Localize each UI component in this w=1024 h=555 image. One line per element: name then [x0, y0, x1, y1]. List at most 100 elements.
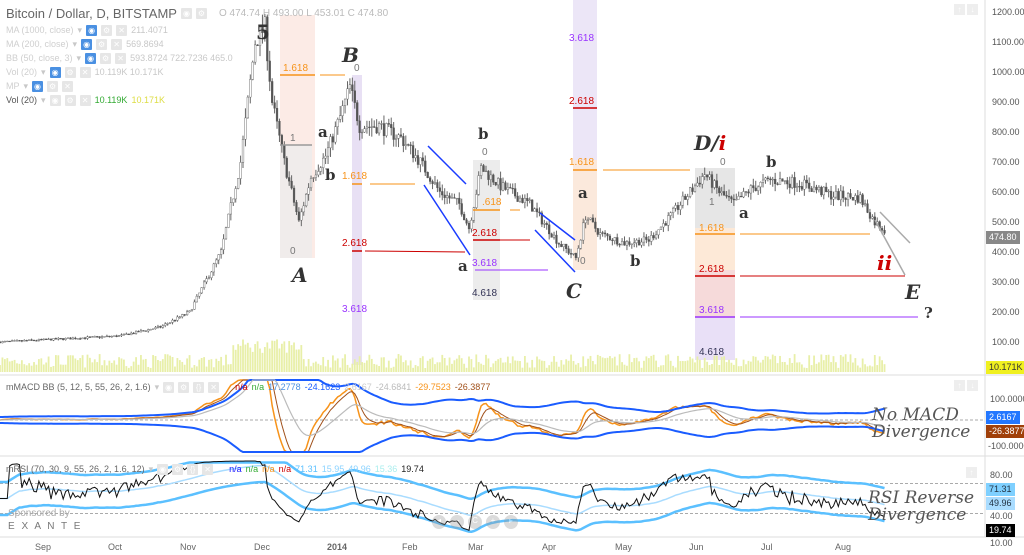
code-icon[interactable]: {}: [193, 381, 205, 393]
candle: [368, 126, 371, 129]
candle: [326, 147, 330, 157]
arrow-up-icon[interactable]: ↑: [966, 467, 977, 478]
volume-bar: [268, 348, 271, 372]
close-icon[interactable]: ✕: [116, 24, 128, 36]
volume-bar: [261, 352, 264, 372]
close-icon[interactable]: ✕: [62, 80, 74, 92]
volume-bar: [606, 357, 609, 372]
candle: [71, 337, 74, 340]
candle: [696, 182, 699, 187]
candle: [484, 170, 488, 173]
close-icon[interactable]: ✕: [202, 463, 214, 475]
candle: [774, 178, 777, 185]
candle: [59, 338, 62, 340]
volume-bar: [84, 367, 86, 372]
arrow-down-icon[interactable]: ↓: [967, 4, 978, 15]
eye-icon[interactable]: ◉: [157, 463, 169, 475]
candle: [482, 165, 485, 172]
indicator-vol[interactable]: Vol (20) ▾ ◉ ⚙ ✕ 10.119K 10.171K: [6, 66, 164, 78]
volume-bar: [587, 358, 589, 372]
zoom-in-icon[interactable]: +: [486, 515, 500, 529]
candle: [210, 271, 213, 278]
gear-icon[interactable]: ⚙: [178, 381, 190, 393]
wave-label-a: a: [739, 204, 749, 222]
gear-icon[interactable]: ⚙: [195, 7, 207, 19]
volume-bar: [499, 357, 502, 372]
reset-icon[interactable]: C: [468, 515, 482, 529]
volume-bar: [652, 354, 655, 372]
volume-bar: [363, 362, 366, 372]
gear-icon[interactable]: ⚙: [100, 52, 112, 64]
symbol-legend[interactable]: Bitcoin / Dollar, D, BITSTAMP ◉ ⚙ O 474.74…: [6, 6, 388, 21]
candle: [856, 195, 859, 203]
gear-icon[interactable]: ⚙: [47, 80, 59, 92]
zoom-out-icon[interactable]: −: [450, 515, 464, 529]
candle: [436, 182, 439, 188]
code-icon[interactable]: {}: [187, 463, 199, 475]
candle: [329, 136, 332, 149]
candle: [319, 167, 322, 172]
volume-bar: [120, 358, 123, 372]
eye-icon[interactable]: ◉: [81, 38, 93, 50]
gear-icon[interactable]: ⚙: [64, 94, 76, 106]
candle: [808, 182, 811, 189]
volume-bar: [749, 361, 752, 372]
volume-bar: [737, 366, 740, 372]
volume-bar: [239, 345, 242, 372]
candle: [579, 239, 582, 249]
volume-bar: [854, 358, 857, 372]
gear-icon[interactable]: ⚙: [96, 38, 108, 50]
scroll-left-icon[interactable]: ◂: [432, 515, 446, 529]
macd-legend[interactable]: mMACD BB (5, 12, 5, 55, 26, 2, 1.6) ▾ ◉ ⚙{}…: [6, 381, 491, 393]
candle: [594, 221, 597, 229]
volume-bar: [711, 364, 713, 372]
gear-icon[interactable]: ⚙: [172, 463, 184, 475]
candle: [258, 26, 262, 46]
gear-icon[interactable]: ⚙: [101, 24, 113, 36]
candle: [292, 187, 296, 203]
close-icon[interactable]: ✕: [208, 381, 220, 393]
indicator-ma200[interactable]: MA (200, close) ▾ ◉ ⚙ ✕ 569.8694: [6, 38, 164, 50]
scroll-right-icon[interactable]: ▸: [504, 515, 518, 529]
volume-bar: [152, 355, 154, 372]
eye-icon[interactable]: ◉: [49, 66, 61, 78]
volume-bar: [50, 366, 52, 372]
volume-bar: [492, 363, 495, 372]
volume-bar: [200, 357, 203, 372]
sponsor-logo[interactable]: E X A N T E: [8, 521, 83, 532]
eye-icon[interactable]: ◉: [86, 24, 98, 36]
eye-icon[interactable]: ◉: [49, 94, 61, 106]
indicator-mp[interactable]: MP ▾ ◉ ⚙ ✕: [6, 79, 233, 93]
rsi-legend[interactable]: mRSI (70, 30, 9, 55, 26, 2, 1.6, 12) ▾ ◉ ⚙{…: [6, 463, 424, 475]
eye-icon[interactable]: ◉: [163, 381, 175, 393]
volume-bar: [13, 359, 16, 372]
arrow-down-icon[interactable]: ↓: [967, 380, 978, 391]
candle: [83, 337, 87, 339]
arrow-up-icon[interactable]: ↑: [954, 380, 965, 391]
eye-icon[interactable]: ◉: [85, 52, 97, 64]
eye-icon[interactable]: ◉: [32, 80, 44, 92]
indicator-vol-2[interactable]: Vol (20) ▾ ◉ ⚙ ✕ 10.119K 10.171K: [6, 94, 165, 106]
close-icon[interactable]: ✕: [115, 52, 127, 64]
visibility-icon[interactable]: ◉: [180, 7, 192, 19]
volume-bar: [93, 359, 96, 372]
indicator-bb[interactable]: BB (50, close, 3) ▾ ◉ ⚙ ✕ 593.8724 722.7236 4…: [6, 52, 233, 64]
candle: [555, 234, 558, 244]
close-icon[interactable]: ✕: [79, 66, 91, 78]
fib-lines: [280, 74, 735, 318]
candle: [290, 180, 293, 189]
candle: [582, 222, 585, 241]
candle: [278, 121, 281, 136]
close-icon[interactable]: ✕: [79, 94, 91, 106]
candle: [130, 332, 133, 336]
volume-bar: [878, 356, 881, 372]
wave-label-E: E: [905, 280, 921, 304]
price-axis-label: 1100.00: [992, 37, 1024, 47]
candle: [137, 330, 140, 333]
gear-icon[interactable]: ⚙: [64, 66, 76, 78]
arrow-up-icon[interactable]: ↑: [954, 4, 965, 15]
indicator-ma1000[interactable]: MA (1000, close) ▾ ◉ ⚙ ✕ 211.4071: [6, 24, 168, 36]
fib-label: 3.618: [472, 258, 498, 269]
close-icon[interactable]: ✕: [111, 38, 123, 50]
